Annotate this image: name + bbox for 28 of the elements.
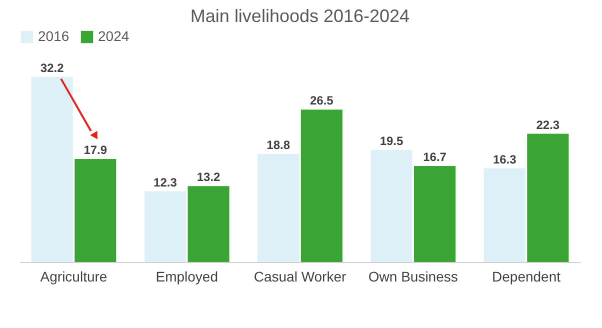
data-label: 26.5	[310, 94, 334, 108]
data-label: 22.3	[536, 118, 560, 132]
x-tick-label: Agriculture	[40, 268, 108, 284]
bar	[300, 110, 342, 262]
data-label: 16.7	[423, 150, 447, 164]
bar	[484, 168, 526, 262]
data-label: 32.2	[40, 60, 64, 75]
bar	[258, 154, 300, 262]
bar	[144, 191, 186, 262]
bar	[370, 150, 412, 262]
x-tick-label: Casual Worker	[254, 268, 346, 284]
bar	[414, 166, 456, 262]
bar	[527, 134, 569, 262]
legend-label: 2016	[38, 28, 70, 44]
data-label: 12.3	[154, 175, 178, 190]
data-label: 19.5	[380, 134, 404, 148]
bar	[188, 186, 230, 262]
bar	[31, 76, 73, 262]
chart-title: Main livelihoods 2016-2024	[190, 6, 410, 26]
x-tick-label: Dependent	[492, 268, 561, 284]
data-label: 18.8	[266, 138, 290, 152]
data-label: 16.3	[492, 152, 517, 166]
legend-label: 2024	[98, 28, 130, 44]
x-tick-label: Employed	[156, 268, 218, 284]
data-label: 13.2	[196, 170, 221, 184]
data-label: 17.9	[84, 143, 108, 158]
x-tick-label: Own Business	[368, 268, 458, 284]
bar	[74, 159, 116, 262]
